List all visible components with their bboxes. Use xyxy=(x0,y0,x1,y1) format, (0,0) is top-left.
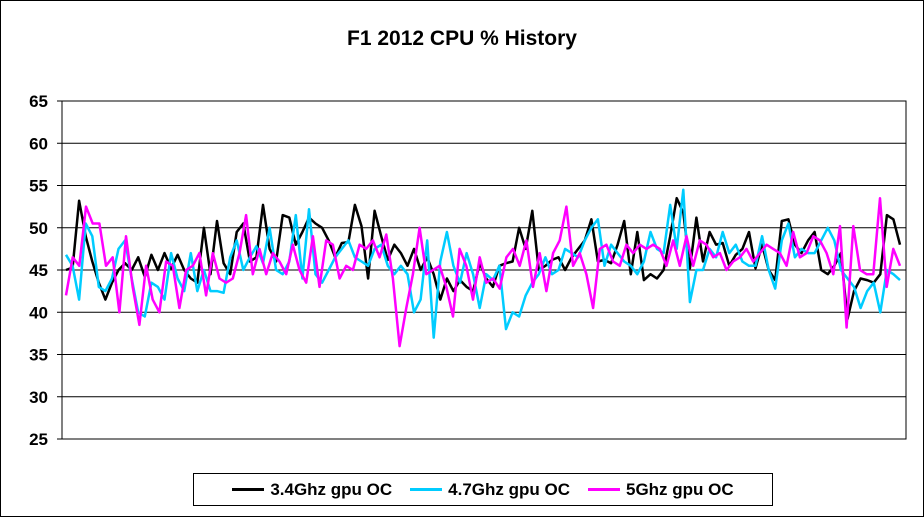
y-tick-label: 55 xyxy=(29,177,48,196)
legend: 3.4Ghz gpu OC 4.7Ghz gpu OC 5Ghz gpu OC xyxy=(193,473,773,506)
legend-swatch-3-4ghz xyxy=(232,488,265,491)
y-tick-label: 25 xyxy=(29,430,48,449)
legend-item-3-4ghz: 3.4Ghz gpu OC xyxy=(232,480,392,500)
y-tick-label: 40 xyxy=(29,303,48,322)
legend-label-3-4ghz: 3.4Ghz gpu OC xyxy=(270,479,393,499)
y-tick-label: 30 xyxy=(29,388,48,407)
legend-item-4-7ghz: 4.7Ghz gpu OC xyxy=(410,480,570,500)
y-tick-label: 35 xyxy=(29,346,48,365)
y-axis: 25 30 35 40 45 50 55 60 65 xyxy=(29,92,62,449)
series-lines xyxy=(64,188,902,348)
legend-label-4-7ghz: 4.7Ghz gpu OC xyxy=(448,479,570,499)
series-line-5ghz-gpu-oc xyxy=(64,196,902,348)
legend-swatch-5ghz xyxy=(588,488,620,491)
chart-title: F1 2012 CPU % History xyxy=(347,27,577,50)
legend-label-5ghz: 5Ghz gpu OC xyxy=(626,479,734,499)
y-tick-label: 50 xyxy=(29,219,48,238)
y-tick-label: 45 xyxy=(29,261,48,280)
y-tick-label: 60 xyxy=(29,134,48,153)
series-line-4-7ghz-gpu-oc xyxy=(64,188,901,339)
legend-item-5ghz: 5Ghz gpu OC xyxy=(588,480,734,500)
legend-swatch-4-7ghz xyxy=(410,488,443,491)
y-tick-label: 65 xyxy=(29,92,48,111)
